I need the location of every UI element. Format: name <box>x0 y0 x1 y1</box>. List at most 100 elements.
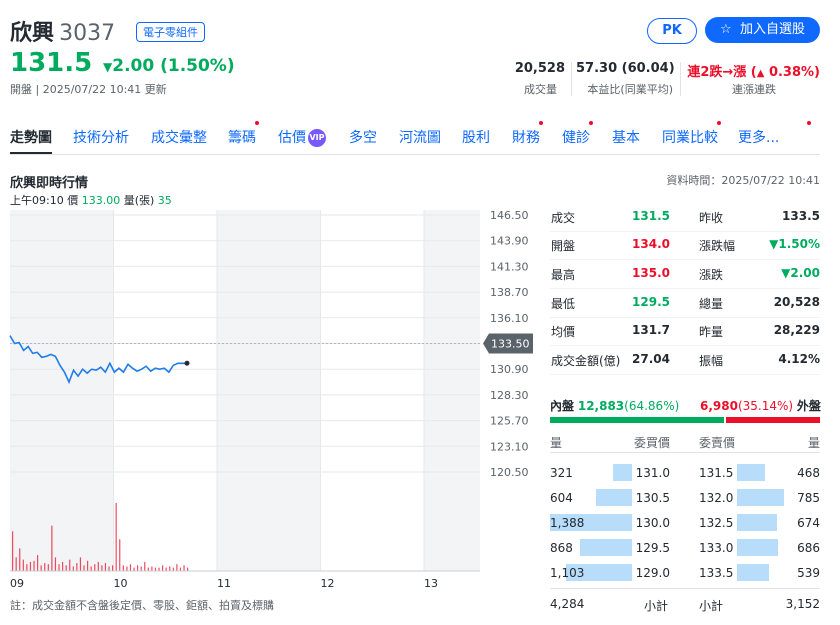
tab-item[interactable]: 健診 <box>562 127 590 147</box>
stat-volume-value: 20,528 <box>514 61 565 76</box>
quote-label: 成交 <box>551 211 576 225</box>
bid-qty: 1,388 <box>550 516 585 530</box>
ask-price[interactable]: 131.5 <box>699 466 734 480</box>
bid-qty: 604 <box>550 491 573 505</box>
stat-pe-value: 57.30 (60.04) <box>576 61 675 76</box>
ob-divider <box>550 588 820 589</box>
tab-item[interactable]: 估價 VIP <box>278 127 326 147</box>
intraday-chart[interactable]: 146.50 143.90 141.30 138.70 136.10 130.90 128.… <box>0 205 540 600</box>
bid-price[interactable]: 130.5 <box>635 491 670 505</box>
bid-price[interactable]: 130.0 <box>635 516 670 530</box>
quote-label: 成交金額(億) <box>551 354 621 368</box>
volume-bar <box>22 559 24 571</box>
tab-divider <box>10 154 820 155</box>
tab-label: 同業比較 <box>662 130 718 146</box>
tab-item[interactable]: 技術分析 <box>73 127 129 147</box>
stat-pe-label: 本益比(同業平均) <box>587 83 673 96</box>
add-watchlist-button[interactable]: ☆ 加入自選股 <box>705 17 820 43</box>
ask-price[interactable]: 132.5 <box>699 516 734 530</box>
outer-label: 外盤 <box>796 399 821 413</box>
volume-bar <box>97 561 99 571</box>
y-tick-label: 125.70 <box>490 415 529 428</box>
vip-badge: VIP <box>308 129 326 147</box>
bid-qty: 1,103 <box>550 566 585 580</box>
tab-item[interactable]: 走勢圖 <box>10 127 52 147</box>
volume-bar <box>104 563 107 571</box>
ob-header-bid-price: 委買價 <box>633 436 670 450</box>
ask-subtotal-label: 小計 <box>699 599 724 613</box>
tab-label: 成交彙整 <box>151 130 207 146</box>
inner-value: 12,883 <box>577 399 625 413</box>
tab-item[interactable]: 籌碼 <box>228 127 256 147</box>
volume-bar <box>162 565 164 571</box>
quote-label: 最高 <box>551 268 576 282</box>
volume-bar <box>151 566 153 571</box>
ob-divider <box>550 452 820 453</box>
ask-qty: 674 <box>797 516 820 530</box>
tab-label: 股利 <box>462 130 490 146</box>
ask-price[interactable]: 133.0 <box>699 541 734 555</box>
x-tick-label: 10 <box>114 577 128 590</box>
volume-bar <box>37 555 39 571</box>
ask-qty: 686 <box>797 541 820 555</box>
y-tick-label: 120.50 <box>490 466 529 479</box>
quote-value: 135.0 <box>632 266 670 280</box>
y-tick-label: 143.90 <box>490 235 529 248</box>
tab-label: 健診 <box>562 130 590 146</box>
bid-qty: 321 <box>550 466 573 480</box>
last-price-dot <box>184 360 190 366</box>
volume-bar <box>169 566 171 571</box>
quote-value: 20,528 <box>773 295 820 309</box>
quote-value: 134.0 <box>632 237 670 251</box>
volume-bar <box>158 567 160 571</box>
bid-depth-bar <box>580 539 632 556</box>
volume-bar <box>72 566 74 571</box>
quote-label: 漲跌幅 <box>699 239 736 253</box>
inner-pct: (64.86%) <box>624 399 680 413</box>
volume-bar <box>69 559 71 571</box>
tab-item[interactable]: 河流圖 <box>399 127 441 147</box>
bid-price[interactable]: 129.0 <box>635 566 670 580</box>
tab-item[interactable]: 多空 <box>349 127 377 147</box>
data-time: 資料時間：2025/07/22 10:41 <box>666 174 820 187</box>
ask-price[interactable]: 133.5 <box>699 566 734 580</box>
category-badge[interactable]: 電子零組件 <box>136 22 205 42</box>
ask-total: 3,152 <box>785 597 820 611</box>
tab-item[interactable]: 基本 <box>612 127 640 147</box>
quote-value: 28,229 <box>773 323 820 337</box>
ask-price[interactable]: 132.0 <box>699 491 734 505</box>
chart-hour-band <box>10 210 114 571</box>
tab-notification-dot <box>539 121 543 125</box>
ask-depth-bar <box>737 489 784 506</box>
quote-row-divider <box>550 231 820 232</box>
volume-bar <box>133 567 135 571</box>
quote-row-divider <box>550 288 820 289</box>
volume-bar <box>165 567 167 571</box>
bid-price[interactable]: 131.0 <box>635 466 670 480</box>
y-tick-label: 138.70 <box>490 286 529 299</box>
volume-bar <box>122 565 124 571</box>
tab-notification-dot <box>589 121 593 125</box>
volume-bar <box>119 539 121 571</box>
quote-value: 129.5 <box>632 295 670 309</box>
x-tick-label: 12 <box>321 577 335 590</box>
outer-volume: 6,980(35.14%) 外盤 <box>700 397 821 414</box>
tab-item[interactable]: 財務 <box>512 127 540 147</box>
pk-button[interactable]: PK <box>647 18 697 44</box>
volume-bar <box>54 557 57 571</box>
ask-depth-bar <box>737 539 778 556</box>
quote-label: 總量 <box>699 297 724 311</box>
ob-header-bid-qty: 量 <box>550 436 563 450</box>
tab-item[interactable]: 股利 <box>462 127 490 147</box>
tab-item[interactable]: 更多... <box>738 127 779 147</box>
tab-label: 財務 <box>512 130 540 146</box>
chart-hour-band <box>424 210 480 571</box>
volume-bar <box>183 565 185 571</box>
bid-depth-bar <box>613 464 632 481</box>
tab-item[interactable]: 成交彙整 <box>151 127 207 147</box>
tooltip-price-label: 價 <box>67 194 79 207</box>
tab-item[interactable]: 同業比較 <box>662 127 718 147</box>
volume-bar <box>47 564 49 571</box>
volume-bar <box>112 565 114 571</box>
bid-price[interactable]: 129.5 <box>635 541 670 555</box>
